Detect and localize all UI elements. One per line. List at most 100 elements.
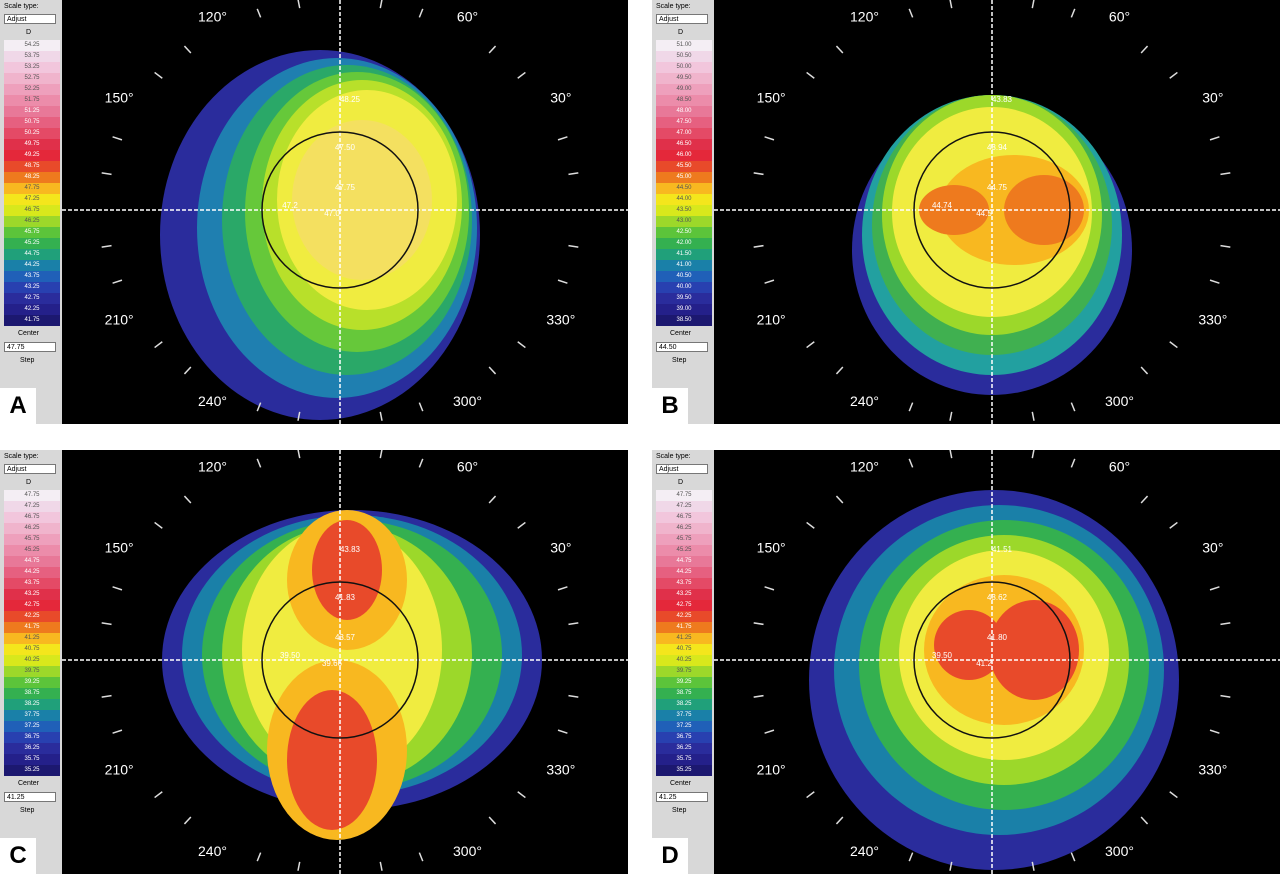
angle-label: 150°: [105, 540, 134, 556]
k-readout: 43.94: [987, 143, 1008, 152]
angle-tick: [568, 622, 579, 626]
angle-tick: [835, 495, 844, 504]
panel-letter: A: [0, 388, 36, 424]
scale-row: 38.75: [656, 688, 712, 699]
angle-tick: [949, 0, 953, 9]
map: 120° 60° 150° 30° 210° 330° 240° 300° 41.51 43.62…: [714, 450, 1280, 874]
angle-tick: [418, 402, 424, 412]
angle-label: 30°: [1202, 90, 1223, 106]
scale-row: 46.25: [4, 216, 60, 227]
step-label: Step: [672, 357, 687, 364]
angle-tick: [908, 852, 914, 862]
panel-letter: D: [652, 838, 688, 874]
angle-label: 60°: [457, 8, 478, 24]
k-readout: 48.25: [340, 95, 361, 104]
scale-row: 48.25: [4, 172, 60, 183]
angle-tick: [1031, 861, 1035, 871]
scale-row: 42.25: [656, 611, 712, 622]
scale-row: 43.50: [656, 205, 712, 216]
scale-row: 51.75: [4, 95, 60, 106]
scale-row: 38.75: [4, 688, 60, 699]
scale-row: 43.75: [656, 578, 712, 589]
step-label: Step: [20, 807, 35, 814]
angle-tick: [256, 8, 262, 18]
center-value: 47.75: [4, 342, 56, 352]
angle-tick: [1209, 279, 1220, 284]
step-label: Step: [20, 357, 35, 364]
angle-label: 330°: [546, 762, 575, 778]
center-value: 41.25: [656, 792, 708, 802]
k-readout: 43.57: [335, 633, 356, 642]
color-zone: [312, 520, 382, 620]
k-readout: 39.66: [322, 659, 343, 668]
angle-tick: [1209, 729, 1220, 734]
scale-row: 49.75: [4, 139, 60, 150]
angle-tick: [806, 791, 815, 799]
angle-label: 240°: [198, 843, 227, 859]
scale-row: 42.00: [656, 238, 712, 249]
scale-unit: D: [26, 29, 32, 36]
scale-row: 53.25: [4, 62, 60, 73]
scale-row: 39.00: [656, 304, 712, 315]
angle-label: 240°: [198, 393, 227, 409]
k-readout: 47.0: [324, 209, 340, 218]
scale-row: 46.75: [4, 205, 60, 216]
scale-row: 35.25: [4, 765, 60, 776]
angle-tick: [101, 244, 112, 248]
angle-tick: [764, 279, 775, 284]
angle-tick: [1140, 45, 1149, 54]
angle-tick: [517, 791, 526, 799]
scale-sidebar: Scale type: Adjust D 51.00 50.50 50.00 49.50 49…: [652, 0, 714, 424]
angle-label: 210°: [757, 762, 786, 778]
pupil-circle: [261, 581, 419, 739]
scale-row: 39.25: [656, 677, 712, 688]
pupil-circle: [913, 581, 1071, 739]
map: 120° 60° 150° 30° 210° 330° 240° 300° 43.83 41.83…: [62, 450, 628, 874]
scale-row: 35.25: [656, 765, 712, 776]
angle-label: 120°: [850, 8, 879, 24]
scale-row: 51.00: [656, 40, 712, 51]
scale-row: 51.25: [4, 106, 60, 117]
scale-row: 36.25: [4, 743, 60, 754]
scale-row: 37.75: [4, 710, 60, 721]
angle-label: 300°: [453, 843, 482, 859]
scale-row: 46.75: [4, 512, 60, 523]
scale-row: 40.25: [4, 655, 60, 666]
panel-letter: B: [652, 388, 688, 424]
scale-row: 48.75: [4, 161, 60, 172]
scale-row: 36.75: [4, 732, 60, 743]
angle-tick: [488, 366, 497, 375]
angle-tick: [1220, 244, 1231, 248]
angle-tick: [418, 852, 424, 862]
k-readout: 43.83: [340, 545, 361, 554]
angle-label: 30°: [550, 540, 571, 556]
angle-tick: [418, 8, 424, 18]
scale-row: 44.75: [4, 249, 60, 260]
k-readout: 47.50: [335, 143, 356, 152]
angle-tick: [753, 622, 764, 626]
angle-tick: [112, 729, 123, 734]
scale-row: 39.25: [4, 677, 60, 688]
scale-row: 37.75: [656, 710, 712, 721]
angle-label: 30°: [550, 90, 571, 106]
angle-tick: [101, 622, 112, 626]
angle-tick: [1169, 341, 1178, 349]
color-zone: [287, 690, 377, 830]
angle-label: 210°: [757, 312, 786, 328]
scale-row: 50.50: [656, 51, 712, 62]
scale-row: 43.75: [4, 271, 60, 282]
angle-tick: [764, 136, 775, 141]
angle-tick: [1220, 622, 1231, 626]
scale-unit: D: [678, 479, 684, 486]
angle-tick: [101, 694, 112, 698]
angle-label: 150°: [757, 90, 786, 106]
scale-row: 48.00: [656, 106, 712, 117]
color-zone: [989, 600, 1079, 700]
k-readout: 44.74: [932, 201, 953, 210]
scale-row: 42.75: [4, 600, 60, 611]
scale-row: 52.25: [4, 84, 60, 95]
angle-label: 300°: [453, 393, 482, 409]
angle-tick: [154, 521, 163, 529]
color-zone: [934, 610, 1004, 680]
angle-tick: [557, 279, 568, 284]
